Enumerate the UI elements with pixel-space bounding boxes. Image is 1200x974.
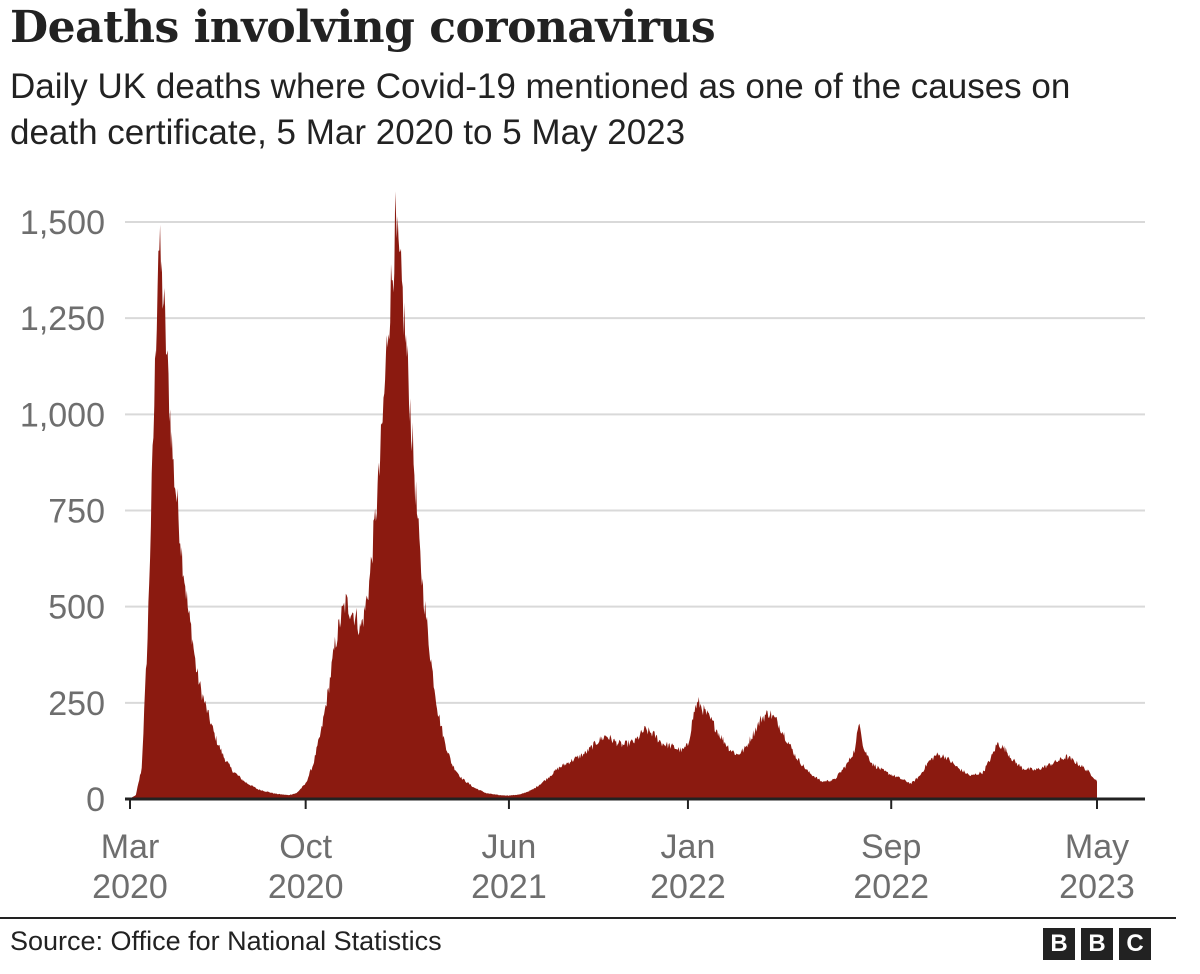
bbc-logo: B B C — [1043, 928, 1151, 960]
footer-divider — [0, 917, 1176, 919]
x-tick-month: Sep — [861, 828, 922, 866]
logo-block: B — [1043, 928, 1075, 960]
y-axis-labels: 0 250 500 750 1,000 1,250 1,500 — [20, 204, 105, 819]
x-tick-year: 2023 — [1059, 868, 1135, 906]
source-note: Source: Office for National Statistics — [10, 926, 442, 956]
y-tick-label: 750 — [48, 493, 105, 531]
y-tick-label: 1,500 — [20, 204, 105, 242]
x-tick-year: 2022 — [853, 868, 929, 906]
x-tick-month: Mar — [101, 828, 160, 866]
y-tick-label: 1,250 — [20, 300, 105, 338]
x-tick-year: 2021 — [471, 868, 547, 906]
logo-block: B — [1081, 928, 1113, 960]
x-tick-year: 2022 — [650, 868, 726, 906]
x-axis — [125, 797, 1145, 809]
x-tick-year: 2020 — [92, 868, 168, 906]
x-tick-month: May — [1065, 828, 1129, 866]
daily-deaths-area — [130, 191, 1097, 799]
x-tick-year: 2020 — [268, 868, 344, 906]
x-tick-month: Oct — [279, 828, 332, 866]
x-tick-month: Jun — [482, 828, 537, 866]
y-tick-label: 0 — [86, 781, 105, 819]
logo-block: C — [1119, 928, 1151, 960]
x-tick-month: Jan — [661, 828, 716, 866]
x-axis-labels: Mar2020Oct2020Jun2021Jan2022Sep2022May20… — [92, 828, 1135, 906]
y-tick-label: 250 — [48, 685, 105, 723]
y-tick-label: 500 — [48, 589, 105, 627]
area-series — [130, 191, 1097, 799]
y-tick-label: 1,000 — [20, 396, 105, 434]
gridlines — [125, 221, 1145, 704]
chart-title: Deaths involving coronavirus — [10, 2, 716, 53]
chart-subtitle: Daily UK deaths where Covid-19 mentioned… — [10, 67, 1071, 152]
